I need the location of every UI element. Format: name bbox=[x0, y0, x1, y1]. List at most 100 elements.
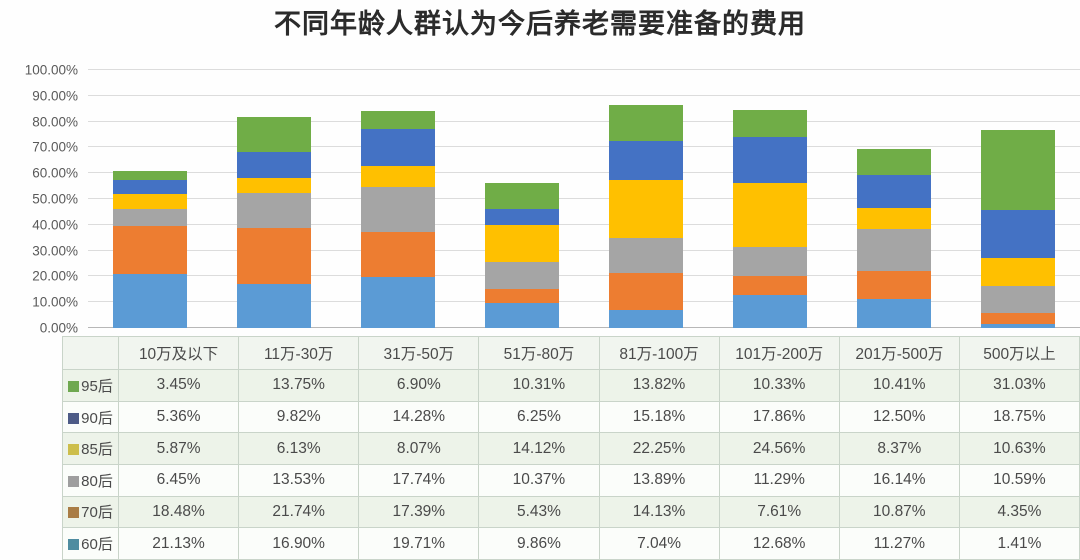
bar-segment-post-85 bbox=[981, 258, 1055, 286]
y-axis-tick-label: 40.00% bbox=[32, 217, 78, 233]
legend-cell-post-60: 60后 bbox=[62, 527, 119, 560]
bar-segment-post-85 bbox=[361, 165, 435, 187]
y-axis-tick-label: 70.00% bbox=[32, 139, 78, 155]
bar-column bbox=[361, 70, 435, 328]
y-axis-tick-label: 60.00% bbox=[32, 165, 78, 181]
column-header: 81万-100万 bbox=[598, 335, 720, 371]
table-row-post-85: 85后 5.87% 6.13% 8.07% 14.12% 22.25% 24.56% 8.37… bbox=[62, 432, 1080, 465]
bar-segment-post-95 bbox=[361, 111, 435, 129]
gridline bbox=[88, 69, 1080, 70]
bar-column bbox=[733, 70, 807, 328]
bar-segment-post-90 bbox=[361, 128, 435, 166]
column-header: 101万-200万 bbox=[718, 335, 840, 371]
column-header: 31万-50万 bbox=[358, 335, 480, 371]
value-cell: 6.90% bbox=[358, 369, 480, 402]
bar-segment-post-90 bbox=[733, 137, 807, 184]
value-cell: 13.89% bbox=[598, 464, 720, 497]
value-cell: 5.87% bbox=[117, 432, 240, 465]
y-axis-tick-label: 0.00% bbox=[39, 320, 78, 336]
value-cell: 21.13% bbox=[117, 527, 240, 560]
table-header-row: 10万及以下 11万-30万 31万-50万 51万-80万 81万-100万 101万-… bbox=[62, 335, 1080, 371]
value-cell: 17.74% bbox=[358, 464, 480, 497]
bar-segment-post-90 bbox=[981, 210, 1055, 259]
value-cell: 8.07% bbox=[358, 432, 480, 465]
column-header: 201万-500万 bbox=[838, 335, 960, 371]
bar-segment-post-85 bbox=[857, 207, 931, 230]
legend-cell-post-95: 95后 bbox=[62, 369, 119, 402]
value-cell: 6.45% bbox=[117, 464, 240, 497]
bar-segment-post-95 bbox=[237, 116, 311, 153]
data-table: 10万及以下 11万-30万 31万-50万 51万-80万 81万-100万 101万-… bbox=[62, 335, 1080, 560]
bar-segment-post-80 bbox=[733, 246, 807, 276]
bar-column bbox=[113, 70, 187, 328]
gridline bbox=[88, 249, 1080, 251]
legend-cell-post-85: 85后 bbox=[62, 432, 119, 465]
value-cell: 3.45% bbox=[117, 369, 240, 402]
gridline bbox=[88, 198, 1080, 199]
x-axis-line bbox=[88, 327, 1080, 328]
legend-label: 95后 bbox=[81, 377, 113, 395]
y-axis-tick-label: 100.00% bbox=[24, 62, 78, 78]
legend-label: 90后 bbox=[81, 409, 113, 427]
value-cell: 7.04% bbox=[598, 527, 720, 560]
legend-swatch-post-60 bbox=[68, 539, 80, 551]
legend-label: 80后 bbox=[81, 472, 113, 490]
bar-column bbox=[485, 70, 559, 328]
gridline bbox=[88, 120, 1080, 122]
bar-segment-post-80 bbox=[361, 186, 435, 233]
gridline bbox=[88, 223, 1080, 225]
value-cell: 10.63% bbox=[958, 432, 1080, 465]
y-axis-tick-label: 30.00% bbox=[32, 243, 78, 259]
bar-column bbox=[981, 70, 1055, 328]
bar-segment-post-85 bbox=[237, 177, 311, 194]
y-axis-tick-label: 10.00% bbox=[32, 294, 78, 310]
legend-swatch-post-80 bbox=[68, 475, 80, 487]
value-cell: 7.61% bbox=[718, 495, 840, 529]
value-cell: 6.25% bbox=[478, 400, 600, 434]
y-axis: 100.00% 90.00% 80.00% 70.00% 60.00% 50.00% 40.… bbox=[0, 63, 80, 336]
value-cell: 24.56% bbox=[718, 432, 840, 465]
bar-segment-post-60 bbox=[113, 273, 187, 328]
bar-segment-post-60 bbox=[237, 284, 311, 328]
bar-segment-post-95 bbox=[609, 105, 683, 142]
y-axis-tick-label: 50.00% bbox=[32, 191, 78, 207]
value-cell: 10.33% bbox=[718, 369, 840, 402]
bar-column bbox=[237, 70, 311, 328]
value-cell: 16.90% bbox=[238, 527, 360, 560]
bar-segment-post-70 bbox=[733, 275, 807, 296]
gridline bbox=[88, 301, 1080, 303]
bar-segment-post-90 bbox=[857, 175, 931, 208]
value-cell: 19.71% bbox=[358, 527, 480, 560]
value-cell: 13.75% bbox=[238, 369, 360, 402]
table-row-post-70: 70后 18.48% 21.74% 17.39% 5.43% 14.13% 7.61% 10.… bbox=[62, 495, 1080, 529]
legend-label: 60后 bbox=[81, 536, 113, 554]
value-cell: 12.50% bbox=[838, 400, 960, 434]
bar-segment-post-95 bbox=[857, 148, 931, 176]
value-cell: 8.37% bbox=[838, 432, 960, 465]
bar-segment-post-70 bbox=[485, 288, 559, 303]
bar-segment-post-90 bbox=[485, 209, 559, 226]
legend-swatch-post-85 bbox=[68, 444, 80, 456]
value-cell: 10.59% bbox=[958, 464, 1080, 497]
legend-label: 85后 bbox=[81, 441, 113, 459]
bar-segment-post-70 bbox=[361, 232, 435, 278]
gridline bbox=[88, 94, 1080, 96]
bar-segment-post-80 bbox=[609, 237, 683, 274]
bar-segment-post-80 bbox=[237, 193, 311, 229]
value-cell: 10.41% bbox=[838, 369, 960, 402]
y-axis-tick-label: 80.00% bbox=[32, 114, 78, 130]
value-cell: 4.35% bbox=[958, 495, 1080, 529]
value-cell: 12.68% bbox=[718, 527, 840, 560]
legend-swatch-post-70 bbox=[68, 507, 80, 519]
column-header: 500万以上 bbox=[958, 335, 1080, 371]
value-cell: 11.29% bbox=[718, 464, 840, 497]
legend-swatch-post-90 bbox=[68, 412, 80, 424]
bar-segment-post-90 bbox=[609, 141, 683, 181]
bar-segment-post-95 bbox=[733, 110, 807, 138]
value-cell: 17.86% bbox=[718, 400, 840, 434]
bar-column bbox=[857, 70, 931, 328]
bar-segment-post-80 bbox=[857, 229, 931, 271]
bar-segment-post-60 bbox=[485, 302, 559, 328]
value-cell: 15.18% bbox=[598, 400, 720, 434]
value-cell: 10.87% bbox=[838, 495, 960, 529]
